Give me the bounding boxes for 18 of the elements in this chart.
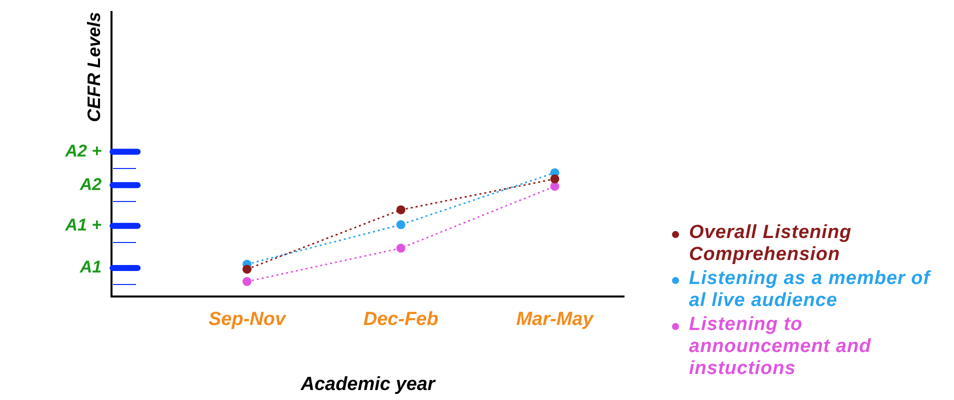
x-tick-label: Dec-Feb [363, 309, 439, 330]
x-tick-label: Mar-May [516, 309, 595, 330]
point [396, 244, 406, 253]
point [242, 277, 252, 286]
ref-line-label: A2 [78, 174, 102, 194]
x-axis-title: Academic year [300, 374, 436, 395]
point [550, 174, 560, 184]
ref-line-label: A1 + [64, 216, 102, 235]
x-tick-label: Sep-Nov [208, 309, 287, 330]
y-axis-title: CEFR Levels [84, 12, 104, 122]
ref-line-label: A2 + [64, 141, 102, 160]
point [242, 264, 252, 274]
legend-label: Listening as a member of al live audience [689, 268, 932, 312]
ref-line-label: A1 [78, 258, 102, 277]
point [396, 220, 406, 230]
legend-label: Listening to announcement and instuctions [689, 314, 872, 380]
point [396, 205, 406, 214]
legend-label: Overall Listening Comprehension [689, 222, 853, 266]
